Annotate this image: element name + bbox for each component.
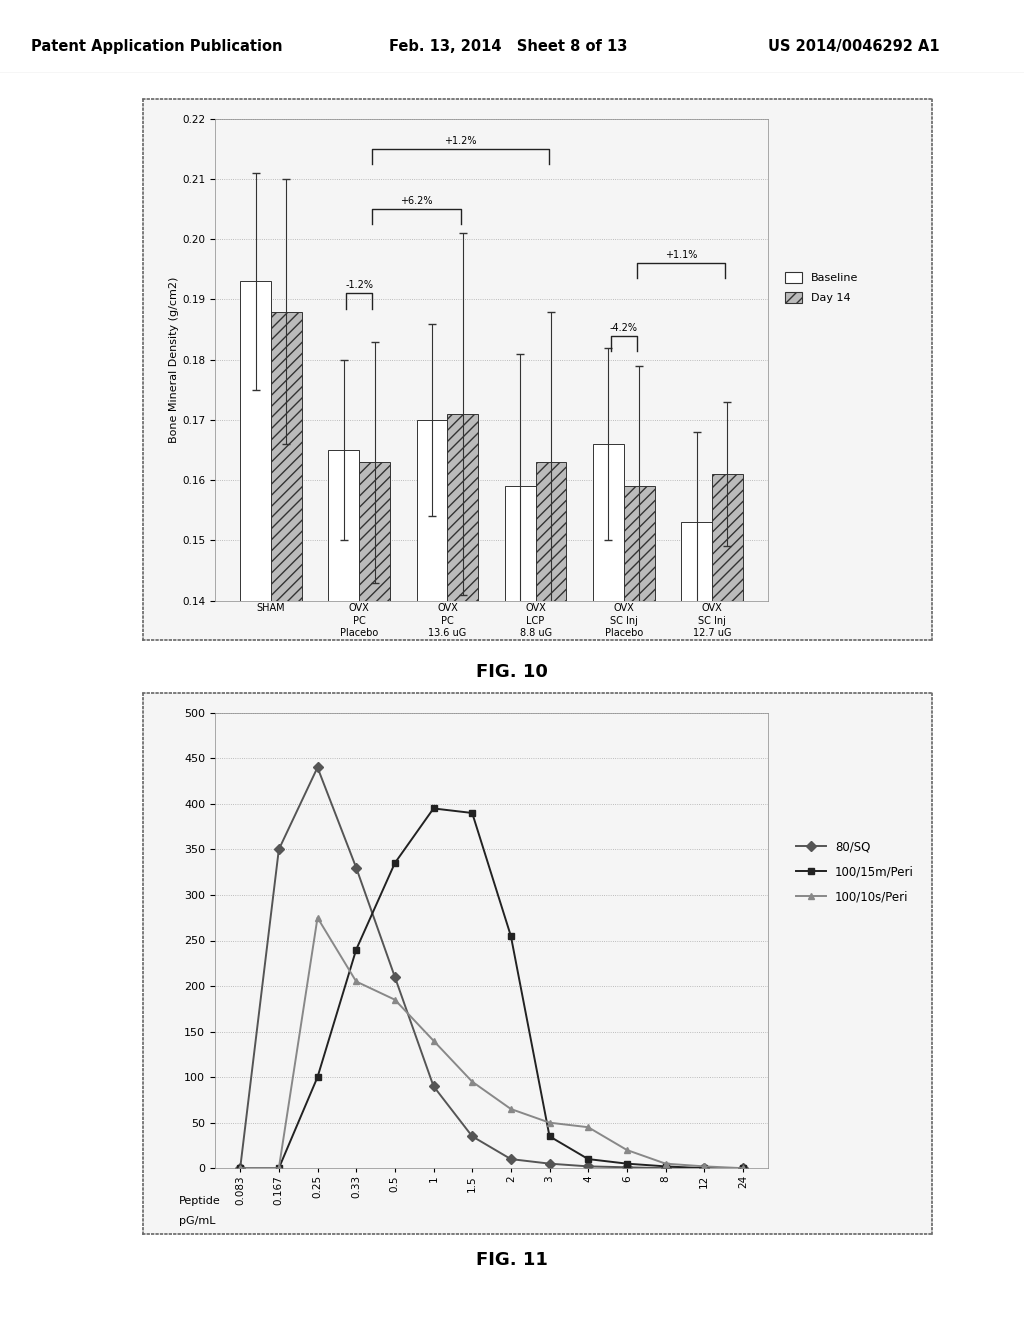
80/SQ [621, 1159, 633, 1175]
100/15m/Peri [544, 1129, 556, 1144]
100/10s/Peri [544, 1114, 556, 1130]
80/SQ [582, 1159, 594, 1175]
100/10s/Peri [389, 991, 401, 1007]
Text: -1.2%: -1.2% [345, 280, 373, 290]
Line: 100/15m/Peri: 100/15m/Peri [237, 805, 746, 1172]
80/SQ [736, 1160, 749, 1176]
100/15m/Peri [505, 928, 517, 944]
Bar [417, 420, 447, 1320]
100/10s/Peri [272, 1160, 285, 1176]
80/SQ [505, 1151, 517, 1167]
80/SQ [272, 842, 285, 858]
Text: Peptide: Peptide [179, 1196, 221, 1206]
Bar [593, 444, 624, 1320]
80/SQ [389, 969, 401, 985]
80/SQ [311, 759, 324, 775]
100/15m/Peri [621, 1156, 633, 1172]
100/15m/Peri [311, 1069, 324, 1085]
80/SQ [659, 1160, 672, 1176]
80/SQ [234, 1160, 247, 1176]
Legend: 80/SQ, 100/15m/Peri, 100/10s/Peri: 80/SQ, 100/15m/Peri, 100/10s/Peri [796, 841, 913, 903]
Bar [359, 462, 390, 1320]
100/10s/Peri [698, 1159, 711, 1175]
100/10s/Peri [659, 1156, 672, 1172]
Text: Feb. 13, 2014   Sheet 8 of 13: Feb. 13, 2014 Sheet 8 of 13 [389, 38, 628, 54]
100/15m/Peri [350, 941, 362, 957]
Text: +1.2%: +1.2% [444, 136, 477, 147]
Bar [624, 486, 654, 1320]
80/SQ [466, 1129, 478, 1144]
Bar [681, 523, 712, 1320]
100/10s/Peri [466, 1073, 478, 1089]
100/15m/Peri [466, 805, 478, 821]
100/15m/Peri [582, 1151, 594, 1167]
Line: 80/SQ: 80/SQ [237, 764, 746, 1172]
100/15m/Peri [272, 1160, 285, 1176]
Text: US 2014/0046292 A1: US 2014/0046292 A1 [768, 38, 940, 54]
100/15m/Peri [389, 855, 401, 871]
100/10s/Peri [621, 1142, 633, 1158]
Bar [505, 486, 536, 1320]
Text: FIG. 11: FIG. 11 [476, 1251, 548, 1270]
Bar [447, 414, 478, 1320]
80/SQ [350, 859, 362, 875]
Text: Patent Application Publication: Patent Application Publication [31, 38, 283, 54]
100/15m/Peri [736, 1160, 749, 1176]
100/10s/Peri [427, 1032, 439, 1048]
100/10s/Peri [350, 974, 362, 990]
Bar [712, 474, 742, 1320]
Text: FIG. 10: FIG. 10 [476, 663, 548, 681]
Text: +1.1%: +1.1% [665, 251, 697, 260]
100/15m/Peri [698, 1160, 711, 1176]
Text: pG/mL: pG/mL [179, 1216, 216, 1226]
100/15m/Peri [427, 800, 439, 816]
80/SQ [427, 1078, 439, 1094]
100/10s/Peri [505, 1101, 517, 1117]
100/10s/Peri [234, 1160, 247, 1176]
100/15m/Peri [234, 1160, 247, 1176]
Y-axis label: Bone Mineral Density (g/cm2): Bone Mineral Density (g/cm2) [169, 276, 179, 444]
Line: 100/10s/Peri: 100/10s/Peri [237, 915, 746, 1172]
80/SQ [544, 1156, 556, 1172]
Bar [536, 462, 566, 1320]
Bar [329, 450, 359, 1320]
100/15m/Peri [659, 1159, 672, 1175]
Bar [241, 281, 271, 1320]
Text: -4.2%: -4.2% [610, 322, 638, 333]
80/SQ [698, 1160, 711, 1176]
100/10s/Peri [736, 1160, 749, 1176]
Text: +6.2%: +6.2% [400, 197, 433, 206]
100/10s/Peri [311, 909, 324, 925]
100/10s/Peri [582, 1119, 594, 1135]
Legend: Baseline, Day 14: Baseline, Day 14 [784, 272, 859, 304]
Bar [271, 312, 302, 1320]
